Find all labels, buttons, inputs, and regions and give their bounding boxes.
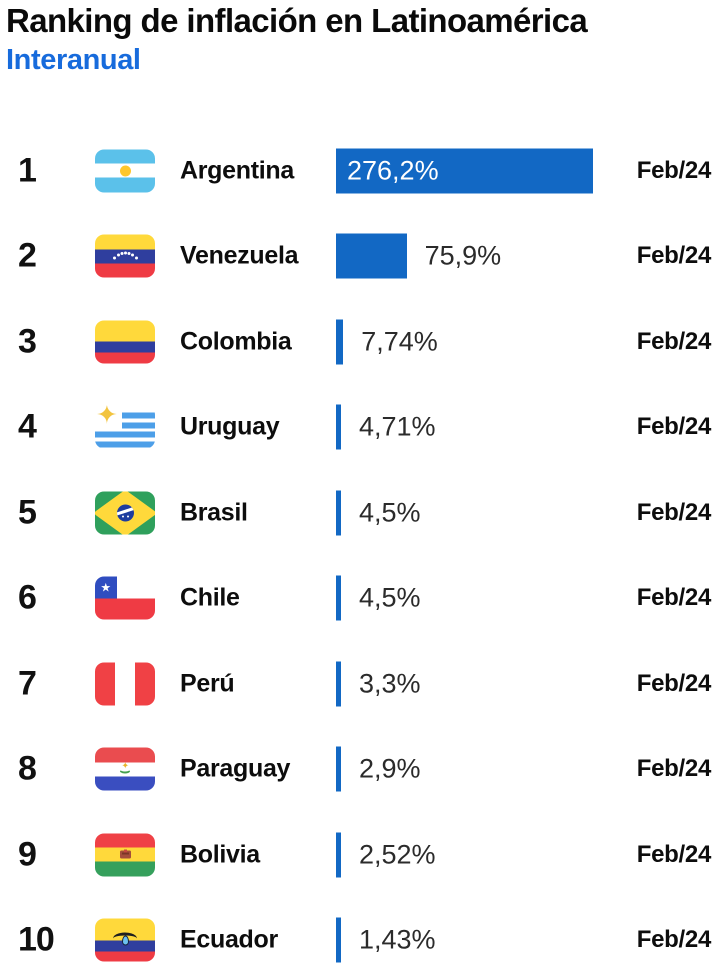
period-label: Feb/24 — [636, 156, 712, 184]
value-bar — [336, 832, 341, 878]
value-label: 276,2% — [347, 155, 439, 186]
ranking-row: 2 Venezuela 75,9% Feb/24 — [0, 214, 723, 300]
rank-number: 1 — [18, 151, 37, 190]
ranking-row: 9 Bolivia 2,52% Feb/24 — [0, 812, 723, 898]
bar-group: 3,3% — [336, 661, 421, 707]
rank-number: 2 — [18, 236, 37, 275]
value-bar — [336, 575, 341, 621]
value-label: 2,9% — [359, 753, 421, 784]
country-name: Ecuador — [180, 925, 278, 954]
bar-group: 4,5% — [336, 575, 421, 621]
bar-group: 75,9% — [336, 233, 502, 279]
bar-group: 1,43% — [336, 917, 436, 963]
value-bar: 276,2% — [336, 148, 593, 194]
value-label: 75,9% — [424, 240, 502, 271]
ranking-row: 4 ✦ Uruguay 4,71% Feb/24 — [0, 385, 723, 471]
ranking-list: 1 Argentina 276,2% Feb/24 2 Venezuela 75,9% F… — [0, 128, 723, 977]
rank-number: 7 — [18, 664, 37, 703]
value-label: 4,71% — [359, 411, 436, 442]
rank-number: 3 — [18, 322, 37, 361]
ranking-row: 3 Colombia 7,74% Feb/24 — [0, 299, 723, 385]
value-label: 4,5% — [359, 582, 421, 613]
rank-number: 5 — [18, 493, 37, 532]
bar-group: 4,5% — [336, 490, 421, 536]
value-bar — [336, 233, 407, 279]
value-bar — [336, 661, 341, 707]
ranking-row: 1 Argentina 276,2% Feb/24 — [0, 128, 723, 214]
bolivia-flag-icon — [95, 833, 155, 877]
country-name: Paraguay — [180, 754, 291, 783]
value-label: 4,5% — [359, 497, 421, 528]
value-bar — [336, 746, 341, 792]
value-label: 2,52% — [359, 839, 436, 870]
country-name: Brasil — [180, 498, 248, 527]
period-label: Feb/24 — [636, 926, 712, 954]
period-label: Feb/24 — [636, 413, 712, 441]
ranking-row: 10 Ecuador 1,43% Feb/24 — [0, 898, 723, 977]
bar-group: 276,2% — [336, 148, 593, 194]
period-label: Feb/24 — [636, 498, 712, 526]
bar-group: 2,9% — [336, 746, 421, 792]
bar-group: 2,52% — [336, 832, 436, 878]
country-name: Bolivia — [180, 840, 260, 869]
value-label: 7,74% — [361, 326, 438, 357]
uruguay-flag-icon: ✦ — [95, 405, 155, 449]
page-title: Ranking de inflación en Latinoamérica — [6, 2, 588, 39]
rank-number: 4 — [18, 407, 37, 446]
country-name: Colombia — [180, 327, 292, 356]
bar-group: 7,74% — [336, 319, 438, 365]
country-name: Chile — [180, 583, 240, 612]
value-bar — [336, 404, 341, 450]
header: Ranking de inflación en Latinoamérica In… — [6, 2, 717, 77]
period-label: Feb/24 — [636, 669, 712, 697]
venezuela-flag-icon — [95, 234, 155, 278]
ranking-row: 8 ✦ Paraguay 2,9% Feb/24 — [0, 727, 723, 813]
chile-flag-icon: ★ — [95, 576, 155, 620]
ranking-row: 5 Brasil 4,5% Feb/24 — [0, 470, 723, 556]
period-label: Feb/24 — [636, 584, 712, 612]
country-name: Perú — [180, 669, 235, 698]
ranking-row: 6 ★ Chile 4,5% Feb/24 — [0, 556, 723, 642]
period-label: Feb/24 — [636, 755, 712, 783]
period-label: Feb/24 — [636, 327, 712, 355]
colombia-flag-icon — [95, 320, 155, 364]
country-name: Uruguay — [180, 412, 280, 441]
peru-flag-icon — [95, 662, 155, 706]
country-name: Argentina — [180, 156, 294, 185]
rank-number: 9 — [18, 835, 37, 874]
paraguay-flag-icon: ✦ — [95, 747, 155, 791]
bar-group: 4,71% — [336, 404, 436, 450]
period-label: Feb/24 — [636, 242, 712, 270]
value-bar — [336, 319, 344, 365]
period-label: Feb/24 — [636, 840, 712, 868]
value-label: 1,43% — [359, 924, 436, 955]
ranking-row: 7 Perú 3,3% Feb/24 — [0, 641, 723, 727]
brasil-flag-icon — [95, 491, 155, 535]
rank-number: 8 — [18, 749, 37, 788]
ecuador-flag-icon — [95, 918, 155, 962]
value-label: 3,3% — [359, 668, 421, 699]
value-bar — [336, 917, 341, 963]
argentina-flag-icon — [95, 149, 155, 193]
country-name: Venezuela — [180, 241, 299, 270]
page-subtitle: Interanual — [6, 43, 141, 76]
rank-number: 10 — [18, 920, 55, 959]
rank-number: 6 — [18, 578, 37, 617]
value-bar — [336, 490, 341, 536]
